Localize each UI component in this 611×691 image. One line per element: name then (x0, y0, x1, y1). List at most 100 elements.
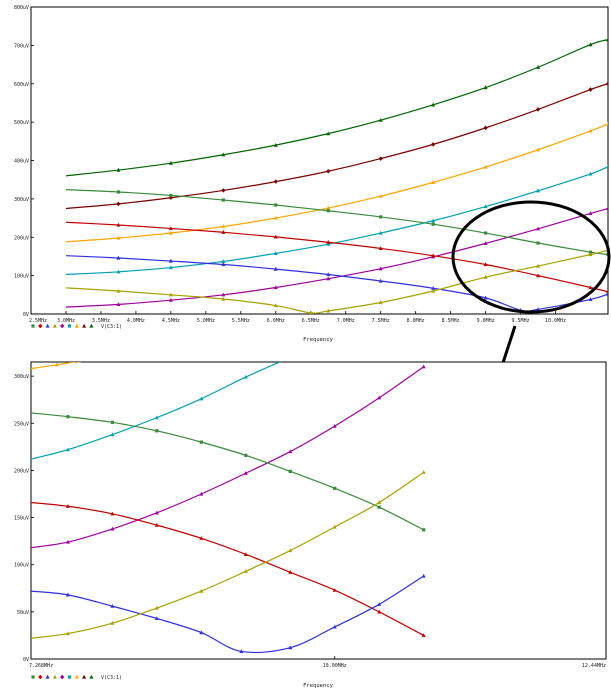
data-point (326, 131, 331, 136)
data-point (326, 272, 331, 277)
data-point (378, 156, 383, 161)
bottom-legend-label: V(C3:1) (101, 675, 122, 681)
data-point (379, 215, 383, 219)
legend-marker (60, 674, 65, 680)
data-point (199, 396, 204, 401)
data-point (536, 226, 541, 231)
x-tick-label: 6.5MHz (302, 318, 320, 324)
data-point (54, 362, 59, 367)
y-tick-label: 50uV (17, 610, 29, 616)
data-point (65, 592, 70, 597)
data-point (606, 37, 608, 42)
y-tick-label: 300uV (14, 374, 29, 380)
data-point (116, 269, 121, 274)
bottom-chart: 0V 50uV 100uV 150uV 200uV 250uV 300uV 7.268MHz… (14, 361, 607, 689)
data-point (326, 241, 331, 246)
data-point (378, 246, 383, 250)
legend-marker (38, 323, 43, 329)
data-point (154, 522, 159, 527)
data-point (333, 486, 337, 490)
data-point (483, 262, 488, 267)
y-tick-label: 800uV (14, 5, 29, 11)
series-7 (65, 221, 608, 294)
data-point (110, 620, 115, 625)
data-point (66, 415, 70, 419)
data-point (199, 440, 203, 444)
data-point (483, 164, 488, 169)
top-chart: 0V 100uV 200uV 300uV 400uV 500uV 600uV 700uV 800… (14, 5, 609, 343)
legend-marker (67, 675, 72, 679)
data-point (332, 423, 337, 428)
data-point (199, 588, 204, 593)
series-1 (65, 37, 608, 177)
data-point (273, 303, 278, 308)
data-point (273, 251, 278, 255)
data-point (422, 528, 426, 532)
legend-marker (82, 323, 87, 328)
data-point (606, 252, 608, 257)
legend-marker (89, 674, 94, 679)
bottom-legend: V(C3:1) (31, 674, 122, 681)
data-point (288, 548, 293, 553)
data-point (588, 285, 593, 290)
data-point (116, 235, 121, 240)
data-point (332, 587, 337, 592)
data-point (605, 81, 608, 86)
data-point (116, 190, 121, 194)
y-tick-label: 100uV (14, 274, 29, 280)
data-point (484, 231, 488, 235)
data-point (288, 645, 293, 650)
top-x-axis-title: Frequency (303, 337, 333, 343)
data-point (77, 362, 82, 363)
data-point (431, 180, 436, 184)
data-point (221, 224, 226, 229)
series-4 (31, 412, 426, 532)
data-point (483, 204, 488, 209)
data-point (431, 222, 435, 226)
legend-marker (74, 323, 79, 328)
data-point (110, 432, 115, 437)
series-1 (31, 362, 82, 370)
data-point (326, 308, 331, 313)
data-point (169, 193, 173, 198)
series-6 (31, 573, 426, 654)
data-point (606, 289, 608, 294)
legend-marker (45, 674, 50, 679)
series-line (31, 412, 424, 531)
data-point (221, 259, 226, 264)
x-tick-label: 8.0MHz (407, 318, 425, 324)
data-point (239, 649, 244, 654)
bottom-x-axis-title: Frequency (303, 683, 333, 689)
legend-marker (89, 323, 94, 328)
data-point (326, 209, 330, 213)
data-point (168, 226, 173, 231)
data-point (606, 121, 608, 126)
data-point (431, 253, 436, 258)
zoom-circle (451, 200, 611, 314)
data-point (536, 188, 541, 193)
data-point (154, 510, 159, 515)
legend-marker (52, 674, 57, 679)
y-tick-label: 250uV (14, 421, 29, 427)
y-tick-label: 200uV (14, 235, 29, 241)
data-point (421, 633, 426, 638)
series-6 (65, 189, 608, 257)
y-tick-label: 200uV (14, 468, 29, 474)
data-point (536, 65, 541, 69)
top-series-layer (65, 37, 608, 314)
data-point (154, 605, 159, 610)
data-point (243, 471, 248, 475)
series-line (65, 123, 608, 243)
data-point (536, 241, 540, 245)
data-point (273, 234, 278, 239)
data-point (377, 505, 381, 509)
series-line (31, 501, 424, 636)
data-point (588, 87, 593, 92)
data-point (221, 152, 226, 157)
data-point (326, 240, 331, 244)
data-point (606, 206, 608, 211)
data-point (116, 288, 121, 293)
series-line (31, 575, 424, 654)
data-point (332, 624, 337, 629)
data-point (378, 300, 383, 305)
